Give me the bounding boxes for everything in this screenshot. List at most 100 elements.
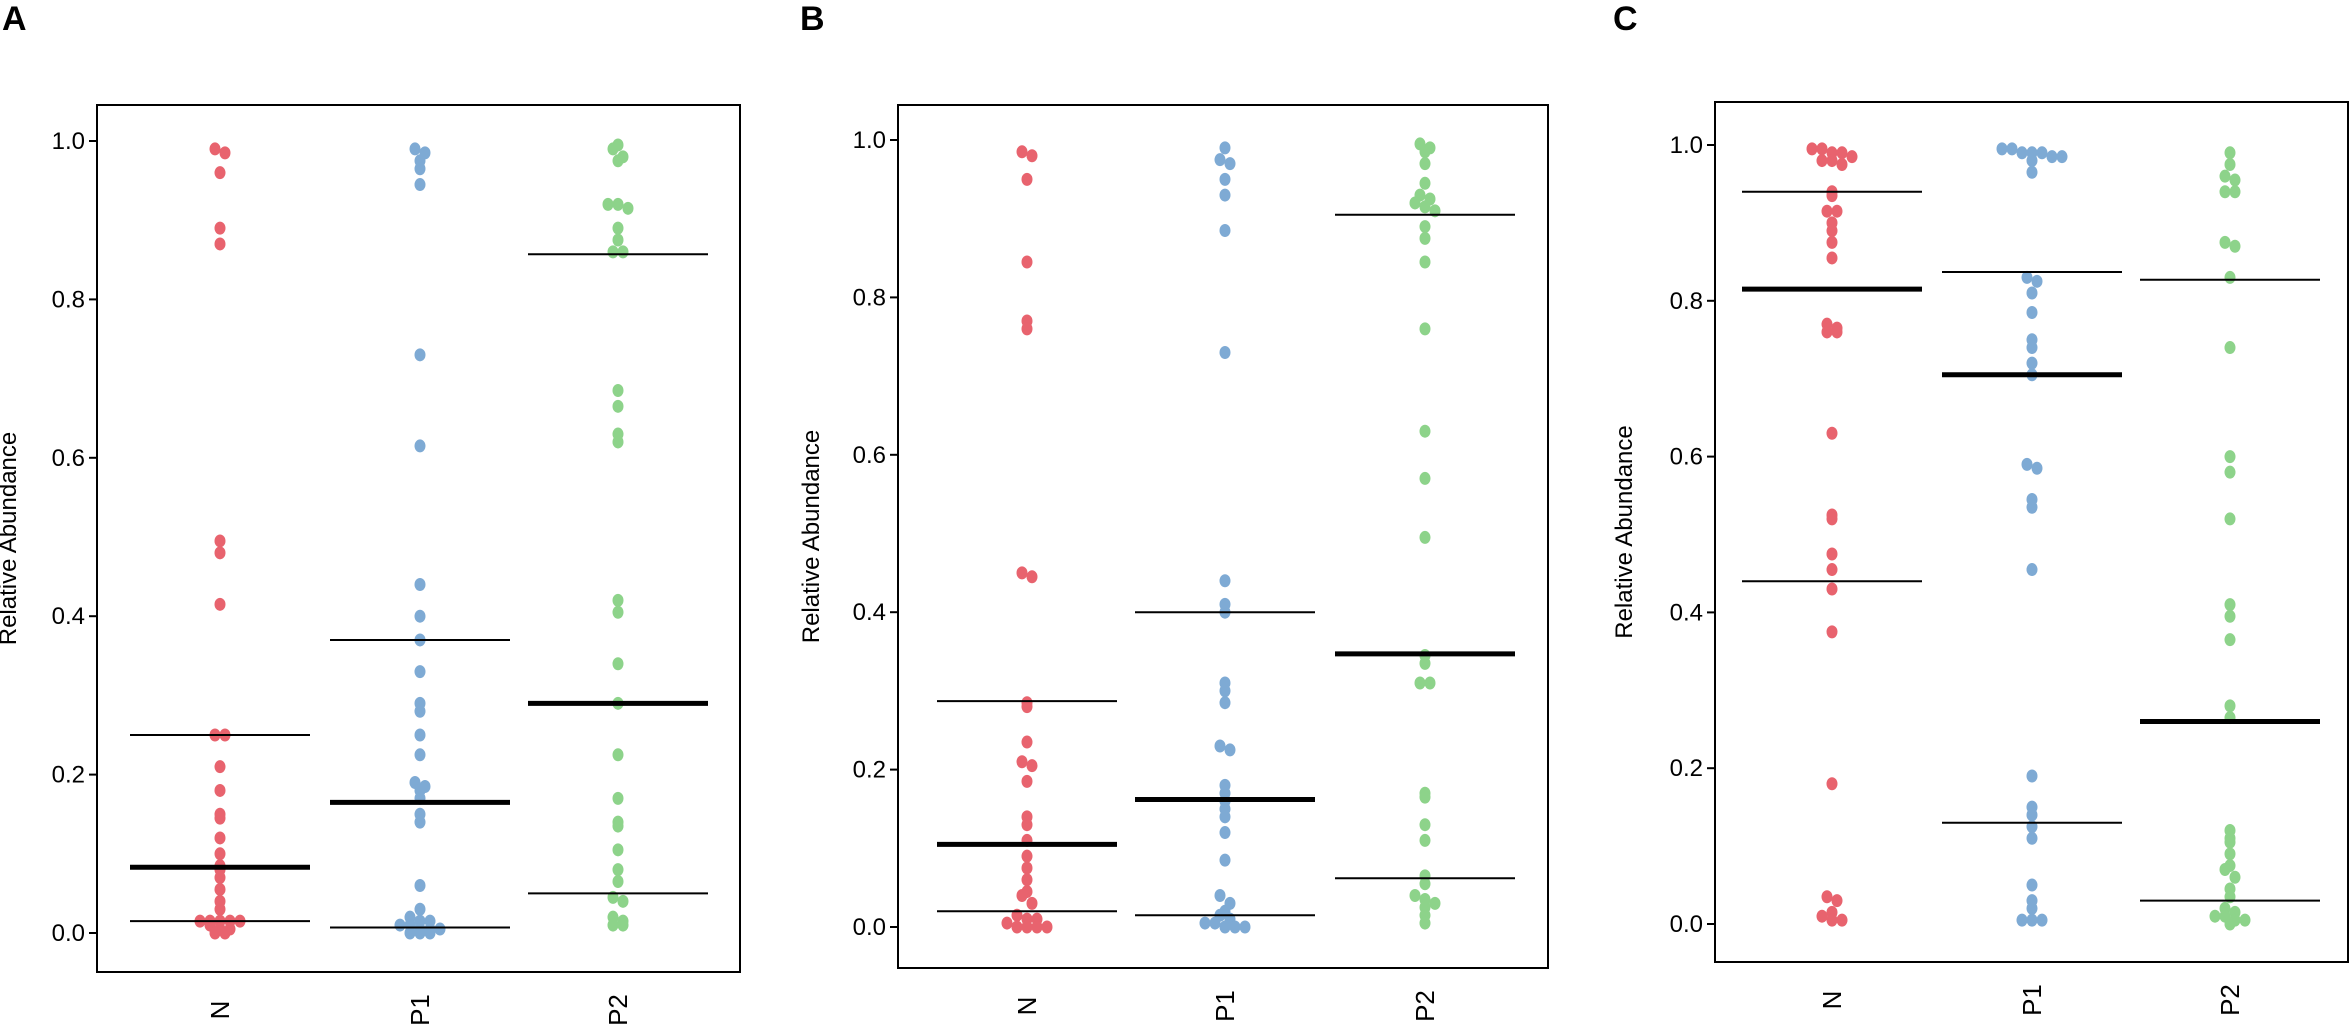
data-point-p2 bbox=[2224, 512, 2236, 526]
data-point-n bbox=[1826, 154, 1838, 168]
data-point-p1 bbox=[434, 922, 446, 936]
data-point-p2 bbox=[1419, 220, 1431, 234]
data-point-p1 bbox=[1214, 889, 1226, 903]
data-point-p2 bbox=[2219, 185, 2231, 199]
data-point-n bbox=[1021, 861, 1033, 875]
category-label-p1: P1 bbox=[2017, 984, 2047, 1016]
data-point-n bbox=[1826, 235, 1838, 249]
data-point-p2 bbox=[1419, 916, 1431, 930]
data-point-p2 bbox=[1414, 676, 1426, 690]
data-point-p1 bbox=[2036, 146, 2048, 160]
category-label-n: N bbox=[205, 1001, 235, 1020]
data-point-p2 bbox=[1419, 255, 1431, 269]
data-point-p1 bbox=[2036, 913, 2048, 927]
data-point-p2 bbox=[607, 918, 619, 932]
data-point-n bbox=[214, 783, 226, 797]
data-point-n bbox=[209, 142, 221, 156]
y-tick-label: 0.4 bbox=[1670, 599, 1703, 626]
data-point-n bbox=[1816, 909, 1828, 923]
data-point-p2 bbox=[2219, 862, 2231, 876]
data-point-p1 bbox=[414, 439, 426, 453]
data-point-p2 bbox=[1419, 471, 1431, 485]
data-point-p2 bbox=[612, 791, 624, 805]
data-point-p2 bbox=[2229, 239, 2241, 253]
data-point-n bbox=[1026, 149, 1038, 163]
data-point-p2 bbox=[612, 863, 624, 877]
data-point-p1 bbox=[2016, 913, 2028, 927]
data-point-p2 bbox=[1409, 889, 1421, 903]
data-point-n bbox=[1826, 625, 1838, 639]
data-point-n bbox=[1821, 325, 1833, 339]
data-point-p2 bbox=[1419, 200, 1431, 214]
data-point-p1 bbox=[394, 918, 406, 932]
data-point-p1 bbox=[1219, 684, 1231, 698]
data-point-p2 bbox=[2224, 157, 2236, 171]
data-point-p1 bbox=[2026, 901, 2038, 915]
data-point-n bbox=[1001, 916, 1013, 930]
data-point-p2 bbox=[1409, 196, 1421, 210]
data-point-p1 bbox=[2026, 831, 2038, 845]
data-point-p2 bbox=[2224, 847, 2236, 861]
panel-c: C 0.0 0.2 0.4 0.6 0.8 1.0 Relative Abundance N P1… bbox=[1611, 0, 2349, 1016]
data-point-p1 bbox=[1219, 920, 1231, 934]
y-tick-label: 0.4 bbox=[853, 599, 886, 626]
data-point-p2 bbox=[2224, 835, 2236, 849]
data-point-p1 bbox=[414, 926, 426, 940]
data-point-p1 bbox=[1224, 157, 1236, 171]
data-point-p1 bbox=[1219, 810, 1231, 824]
data-point-p2 bbox=[2219, 235, 2231, 249]
data-point-p1 bbox=[2021, 457, 2033, 471]
data-point-p1 bbox=[414, 902, 426, 916]
y-tick-label: 1.0 bbox=[52, 128, 85, 155]
data-point-n bbox=[1816, 154, 1828, 168]
data-point-p2 bbox=[2224, 270, 2236, 284]
data-point-n bbox=[1011, 920, 1023, 934]
data-point-n bbox=[214, 811, 226, 825]
data-point-n bbox=[214, 237, 226, 251]
data-point-n bbox=[1826, 251, 1838, 265]
data-point-n bbox=[1031, 920, 1043, 934]
data-point-n bbox=[1021, 735, 1033, 749]
data-point-p2 bbox=[1419, 145, 1431, 159]
data-point-p1 bbox=[2026, 563, 2038, 577]
data-point-p1 bbox=[404, 926, 416, 940]
data-point-p1 bbox=[1214, 739, 1226, 753]
data-point-p1 bbox=[1229, 920, 1241, 934]
data-point-p1 bbox=[2026, 500, 2038, 514]
data-point-n bbox=[214, 847, 226, 861]
data-point-p1 bbox=[1219, 826, 1231, 840]
y-tick-label: 0.8 bbox=[52, 286, 85, 313]
data-point-p2 bbox=[1419, 656, 1431, 670]
data-point-p2 bbox=[2239, 913, 2251, 927]
data-point-p2 bbox=[1429, 896, 1441, 910]
data-point-p2 bbox=[2224, 146, 2236, 160]
data-point-p2 bbox=[2229, 870, 2241, 884]
data-point-p2 bbox=[612, 593, 624, 607]
data-point-p2 bbox=[2224, 917, 2236, 931]
data-point-p2 bbox=[1419, 322, 1431, 336]
data-point-p1 bbox=[414, 178, 426, 192]
data-point-n bbox=[214, 831, 226, 845]
data-point-n bbox=[214, 597, 226, 611]
data-point-p2 bbox=[1419, 176, 1431, 190]
data-point-n bbox=[1836, 913, 1848, 927]
panel-a: A 0.0 0.2 0.4 0.6 0.8 1.0 Relative Abundance N P1… bbox=[0, 0, 741, 1026]
data-point-p1 bbox=[2026, 356, 2038, 370]
category-label-n: N bbox=[1817, 991, 1847, 1010]
data-point-n bbox=[1826, 777, 1838, 791]
data-point-n bbox=[1021, 322, 1033, 336]
data-point-p1 bbox=[2026, 286, 2038, 300]
data-point-n bbox=[1826, 224, 1838, 238]
data-point-p1 bbox=[414, 578, 426, 592]
data-point-p1 bbox=[2016, 146, 2028, 160]
data-point-p2 bbox=[617, 245, 629, 259]
data-point-p1 bbox=[2046, 150, 2058, 164]
data-point-p2 bbox=[1419, 833, 1431, 847]
data-point-p2 bbox=[1419, 818, 1431, 832]
data-point-p2 bbox=[612, 657, 624, 671]
data-point-p2 bbox=[2224, 465, 2236, 479]
category-label-p2: P2 bbox=[2215, 984, 2245, 1016]
data-point-n bbox=[1026, 896, 1038, 910]
data-point-n bbox=[214, 871, 226, 885]
